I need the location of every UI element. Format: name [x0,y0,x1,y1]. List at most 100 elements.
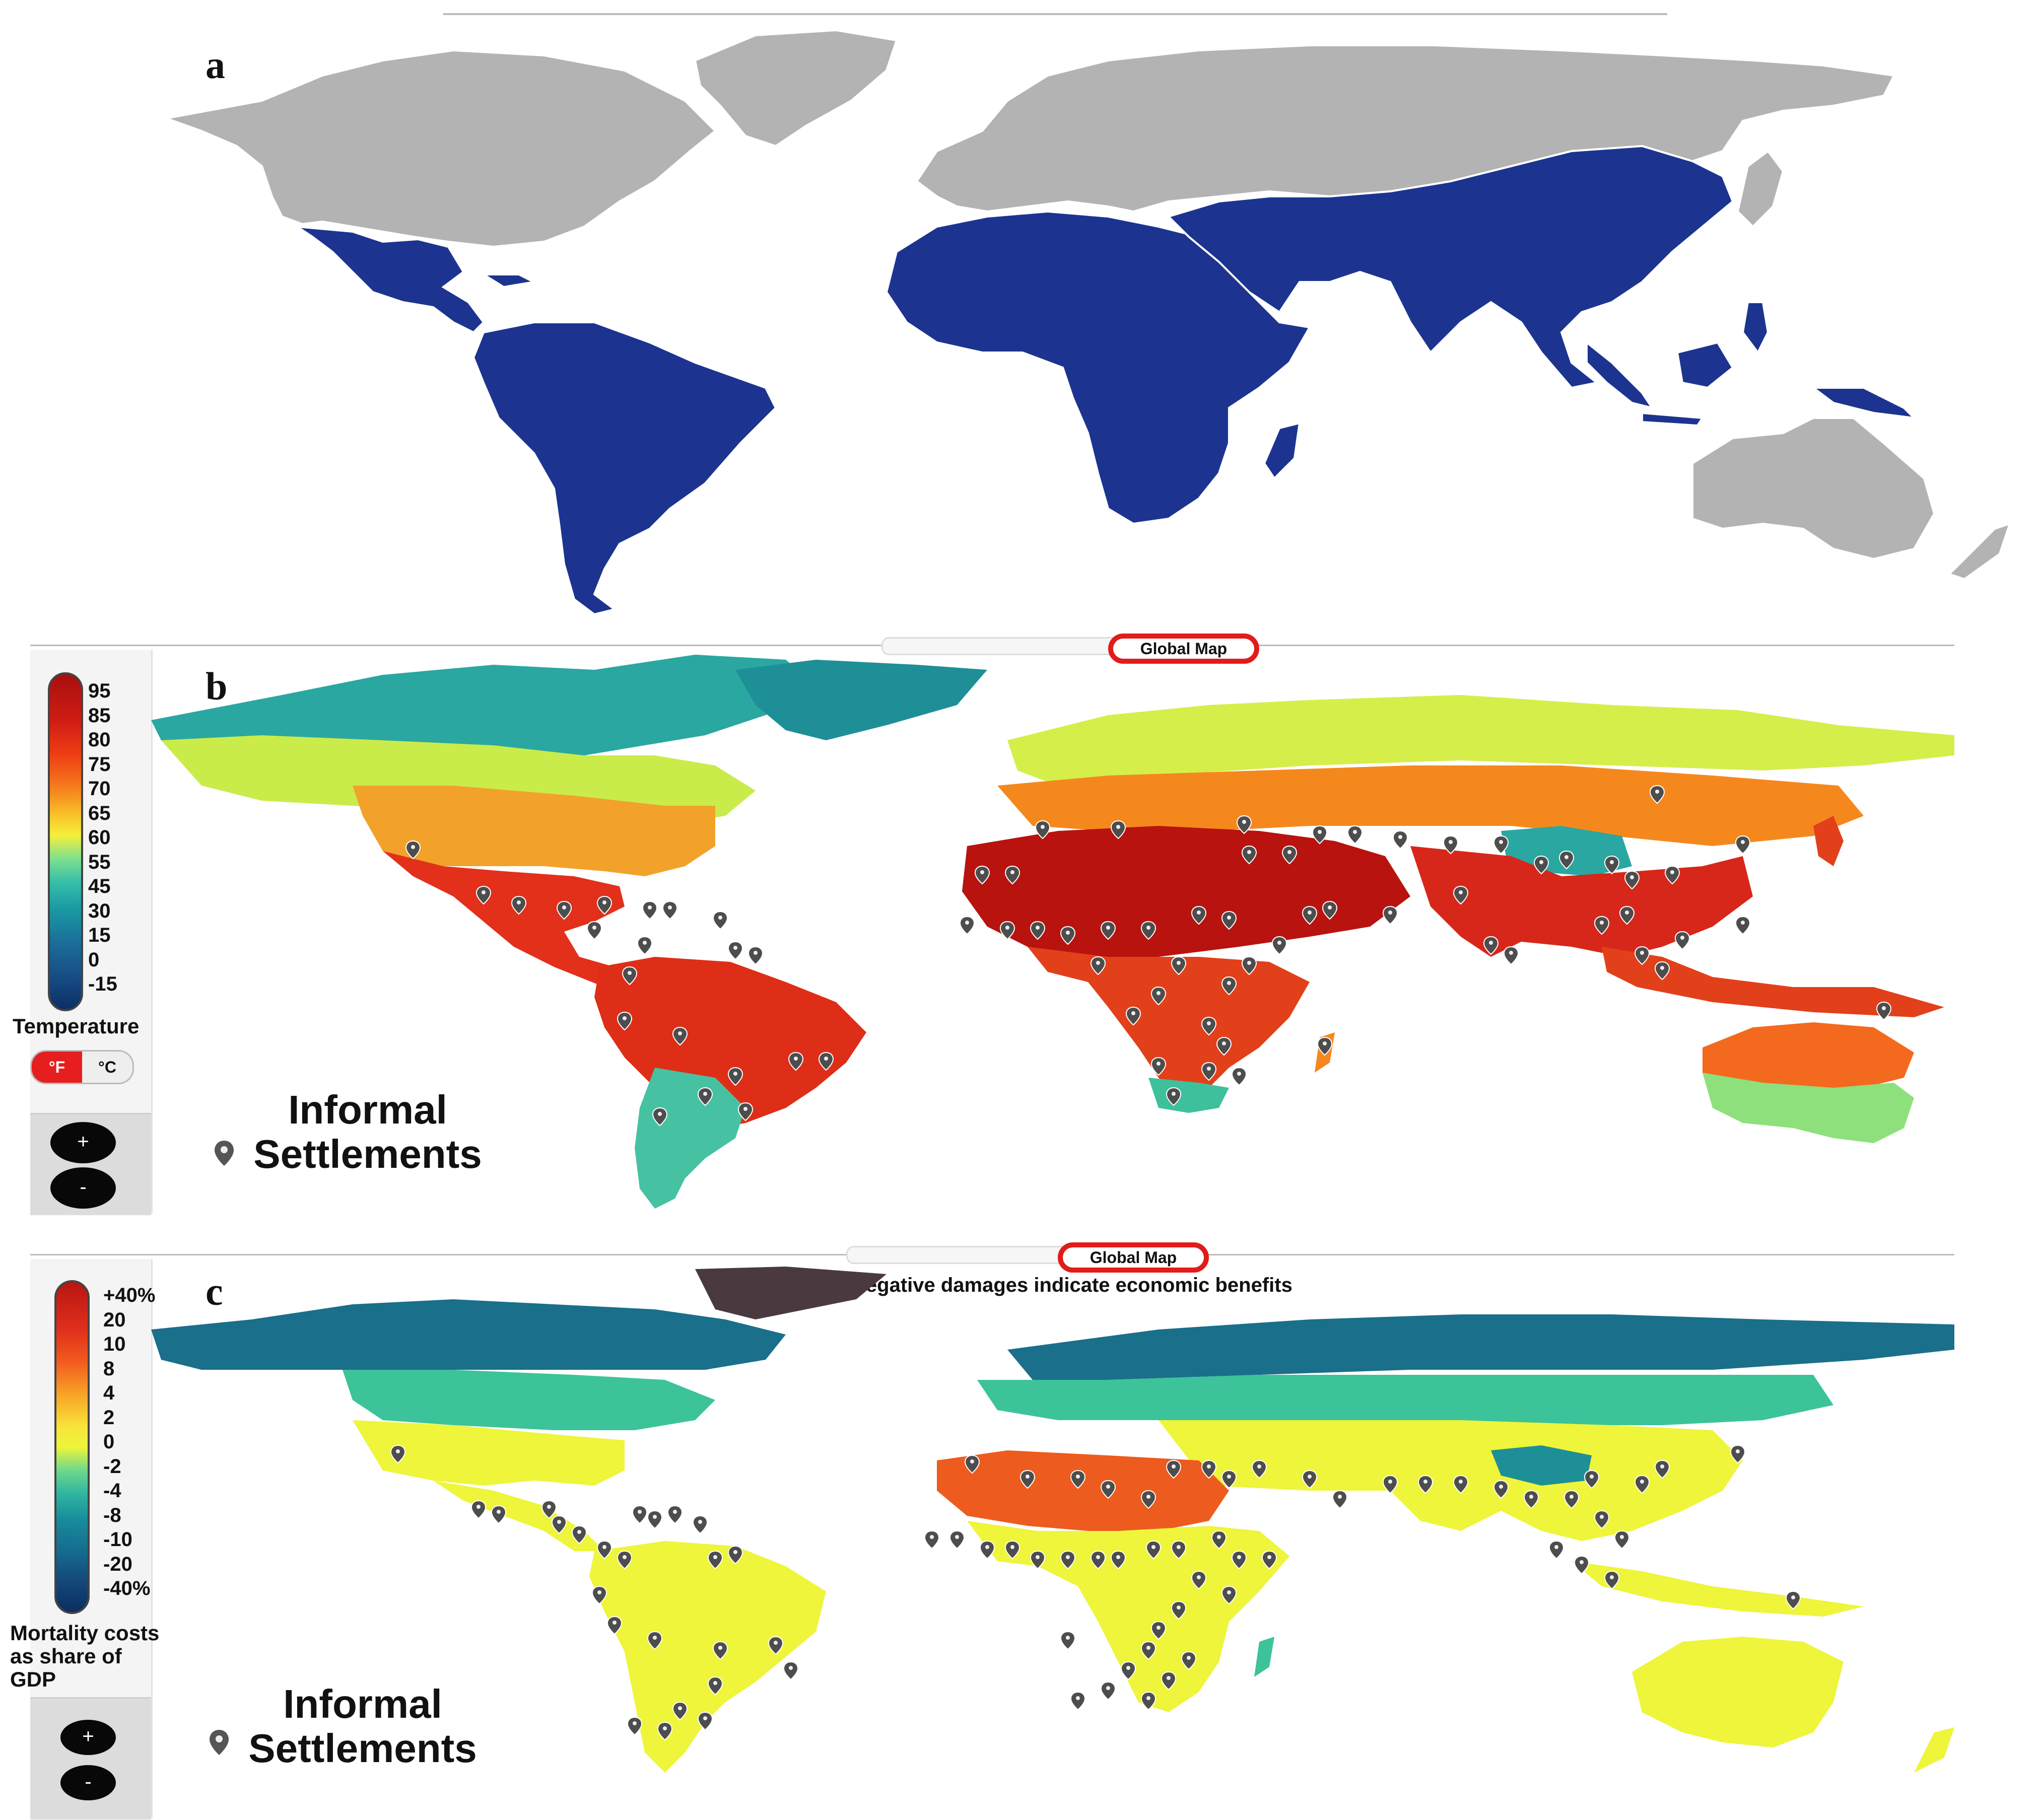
settlement-pin[interactable] [1090,956,1106,975]
settlement-pin[interactable] [1221,1585,1237,1605]
settlement-pin[interactable] [1201,1016,1217,1036]
settlement-pin[interactable] [783,1661,799,1681]
settlement-pin[interactable] [974,865,990,885]
settlement-pin[interactable] [1533,855,1549,875]
settlement-pin[interactable] [1654,1459,1670,1479]
settlement-pin[interactable] [1150,1621,1167,1640]
settlement-pin[interactable] [672,1701,688,1721]
settlement-pin[interactable] [1241,956,1257,975]
settlement-pin[interactable] [1070,1691,1086,1711]
settlement-pin[interactable] [470,1500,487,1519]
settlement-pin[interactable] [1322,900,1338,920]
settlement-pin[interactable] [657,1721,673,1741]
settlement-pin[interactable] [1221,976,1237,996]
settlement-pin[interactable] [707,1550,723,1570]
settlement-pin[interactable] [1785,1590,1801,1610]
settlement-pin[interactable] [1392,830,1408,850]
settlement-pin[interactable] [642,900,658,920]
settlement-pin[interactable] [1251,1459,1267,1479]
panel-c-zoom-in-button[interactable]: + [60,1720,116,1755]
settlement-pin[interactable] [1090,1550,1106,1570]
settlement-pin[interactable] [556,900,572,920]
settlement-pin[interactable] [1191,1570,1207,1590]
settlement-pin[interactable] [1035,820,1051,839]
settlement-pin[interactable] [1574,1555,1590,1575]
settlement-pin[interactable] [712,911,728,930]
settlement-pin[interactable] [541,1500,557,1519]
settlement-pin[interactable] [1201,1459,1217,1479]
settlement-pin[interactable] [1100,921,1116,940]
settlement-pin[interactable] [727,1545,743,1565]
settlement-pin[interactable] [1594,1510,1610,1529]
settlement-pin[interactable] [1503,946,1519,965]
settlement-pin[interactable] [647,1510,663,1529]
settlement-pin[interactable] [1453,1475,1469,1494]
settlement-pin[interactable] [1674,931,1690,950]
settlement-pin[interactable] [1614,1530,1630,1550]
settlement-pin[interactable] [697,1087,713,1106]
settlement-pin[interactable] [1236,815,1252,834]
settlement-pin[interactable] [1140,1691,1156,1711]
settlement-pin[interactable] [1161,1671,1177,1691]
settlement-pin[interactable] [1302,905,1318,925]
settlement-pin[interactable] [1030,921,1046,940]
settlement-pin[interactable] [1060,1631,1076,1650]
settlement-pin[interactable] [788,1052,804,1071]
settlement-pin[interactable] [768,1636,784,1655]
settlement-pin[interactable] [1211,1530,1227,1550]
settlement-pin[interactable] [405,840,421,860]
settlement-pin[interactable] [1558,850,1575,870]
settlement-pin[interactable] [1649,785,1665,804]
settlement-pin[interactable] [1594,916,1610,935]
settlement-pin[interactable] [1070,1469,1086,1489]
settlement-pin[interactable] [1281,845,1298,865]
settlement-pin[interactable] [1548,1540,1564,1560]
settlement-pin[interactable] [1166,1087,1182,1106]
settlement-pin[interactable] [1443,835,1459,855]
settlement-pin[interactable] [1120,1661,1136,1681]
settlement-pin[interactable] [1110,1550,1126,1570]
settlement-pin[interactable] [617,1011,633,1031]
panel-b-unit-toggle[interactable]: °F °C [30,1050,134,1084]
settlement-pin[interactable] [1604,1570,1620,1590]
panel-c-zoom-out-button[interactable]: - [60,1765,116,1800]
settlement-pin[interactable] [1231,1067,1247,1086]
settlement-pin[interactable] [627,1716,643,1736]
settlement-pin[interactable] [1201,1062,1217,1081]
settlement-pin[interactable] [1181,1651,1197,1670]
settlement-pin[interactable] [1140,1641,1156,1660]
settlement-pin[interactable] [1030,1550,1046,1570]
settlement-pin[interactable] [652,1107,668,1127]
settlement-pin[interactable] [1004,1540,1020,1560]
settlement-pin[interactable] [818,1052,834,1071]
settlement-pin[interactable] [1150,1057,1167,1076]
settlement-pin[interactable] [707,1676,723,1696]
settlement-pin[interactable] [637,936,653,955]
settlement-pin[interactable] [1735,835,1751,855]
settlement-pin[interactable] [1166,1459,1182,1479]
settlement-pin[interactable] [491,1505,507,1524]
settlement-pin[interactable] [1019,1469,1036,1489]
settlement-pin[interactable] [712,1641,728,1660]
settlement-pin[interactable] [617,1550,633,1570]
settlement-pin[interactable] [949,1530,965,1550]
settlement-pin[interactable] [1060,1550,1076,1570]
settlement-pin[interactable] [632,1505,648,1524]
settlement-pin[interactable] [1221,1469,1237,1489]
settlement-pin[interactable] [1347,825,1363,845]
settlement-pin[interactable] [1483,936,1499,955]
settlement-pin[interactable] [1171,956,1187,975]
settlement-pin[interactable] [1302,1469,1318,1489]
settlement-pin[interactable] [737,1102,754,1122]
settlement-pin[interactable] [596,1540,612,1560]
settlement-pin[interactable] [1231,1550,1247,1570]
settlement-pin[interactable] [1140,1490,1156,1509]
settlement-pin[interactable] [1493,835,1509,855]
settlement-pin[interactable] [1100,1480,1116,1499]
settlement-pin[interactable] [1271,936,1287,955]
settlement-pin[interactable] [1004,865,1020,885]
settlement-pin[interactable] [1191,905,1207,925]
settlement-pin[interactable] [1634,946,1650,965]
celsius-option[interactable]: °C [82,1052,132,1083]
settlement-pin[interactable] [1125,1006,1141,1026]
